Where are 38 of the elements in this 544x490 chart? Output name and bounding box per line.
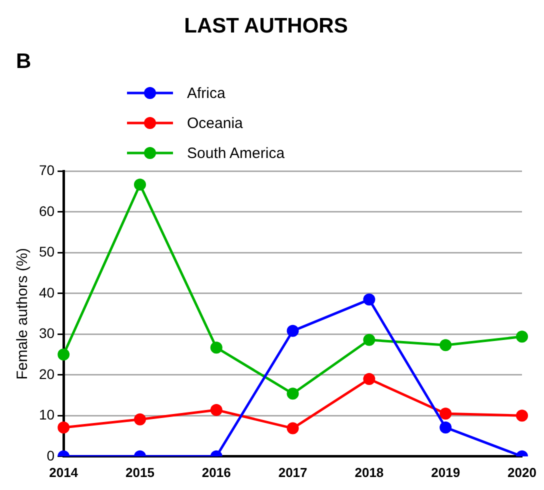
x-tick-label: 2014: [49, 464, 79, 480]
y-tick-label: 30: [38, 325, 55, 342]
point: [286, 324, 299, 337]
y-tick-label: 10: [38, 406, 55, 423]
y-tick-label: 0: [46, 447, 55, 464]
y-tick-label: 70: [38, 162, 55, 178]
text: B: [16, 50, 32, 73]
point: [440, 408, 452, 420]
y-tick-label: 60: [38, 202, 55, 219]
y-tick-label: 50: [38, 244, 55, 260]
y-tick-label: 20: [38, 366, 55, 382]
x-tick-label: 2017: [278, 464, 308, 480]
point: [58, 421, 70, 434]
x-tick-label: 2019: [431, 464, 460, 480]
point: [363, 334, 376, 346]
point: [210, 404, 222, 416]
point: [286, 422, 299, 434]
legend-label: Africa: [187, 84, 226, 102]
x-tick-label: 2018: [354, 464, 384, 480]
point: [134, 413, 146, 426]
legend-label: Oceania: [187, 114, 243, 132]
x-tick-label: 2015: [126, 464, 154, 480]
point: [363, 372, 376, 385]
point: [363, 294, 376, 306]
x-tick-label: 2016: [202, 464, 231, 480]
point: [210, 342, 222, 354]
point: [286, 388, 299, 400]
point: [58, 348, 70, 361]
point: [440, 339, 452, 352]
x-tick-label: 2020: [508, 464, 536, 480]
point: [440, 421, 452, 434]
legend-label: South America: [187, 144, 285, 162]
chart-title: LAST AUTHORS: [184, 14, 348, 38]
y-axis-title: Female authors (%): [14, 248, 32, 380]
y-tick-label: 40: [38, 284, 55, 300]
point: [516, 330, 528, 343]
point: [134, 178, 146, 191]
point: [516, 410, 528, 422]
